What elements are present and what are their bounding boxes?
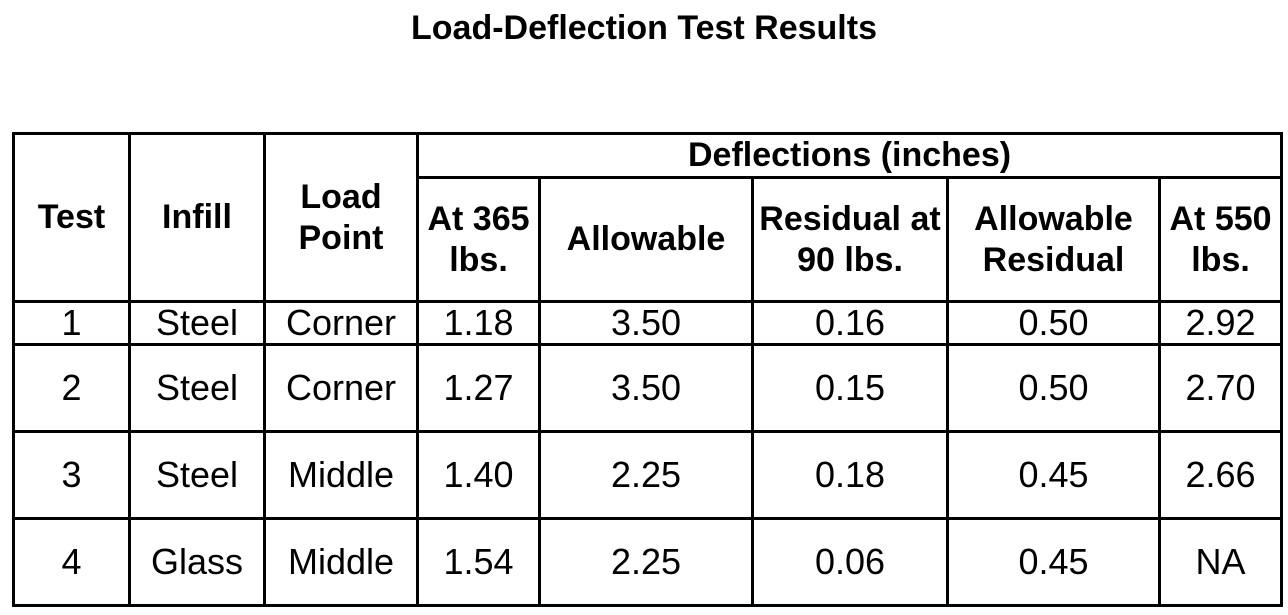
cell-at-550: 2.70 bbox=[1157, 343, 1284, 434]
cell-at-365: 1.40 bbox=[416, 430, 541, 521]
cell-allowable: 3.50 bbox=[538, 343, 754, 434]
cell-at-550: 2.66 bbox=[1157, 430, 1284, 521]
cell-at-550: NA bbox=[1157, 517, 1284, 607]
cell-load-point: Middle bbox=[263, 430, 419, 521]
results-table: Test Infill Load Point Deflections (inch… bbox=[12, 132, 1284, 607]
header-at-550: At 550 lbs. bbox=[1157, 176, 1284, 303]
cell-residual-90: 0.18 bbox=[751, 430, 949, 521]
cell-infill: Glass bbox=[128, 517, 266, 607]
cell-infill: Steel bbox=[128, 299, 266, 347]
cell-at-550: 2.92 bbox=[1157, 299, 1284, 347]
cell-load-point: Corner bbox=[263, 299, 419, 347]
header-infill: Infill bbox=[128, 132, 266, 303]
cell-load-point: Middle bbox=[263, 517, 419, 607]
header-row-sub: At 365 lbs. Allowable Residual at 90 lbs… bbox=[14, 176, 1284, 303]
cell-allowable: 2.25 bbox=[538, 517, 754, 607]
cell-allowable-residual: 0.50 bbox=[946, 343, 1161, 434]
header-row-top: Test Infill Load Point Deflections (inch… bbox=[12, 132, 1284, 303]
header-allowable-residual: Allowable Residual bbox=[946, 176, 1161, 303]
cell-allowable-residual: 0.50 bbox=[946, 299, 1161, 347]
cell-infill: Steel bbox=[128, 430, 266, 521]
cell-test: 3 bbox=[12, 430, 131, 521]
header-test: Test bbox=[12, 132, 131, 303]
table-row: 4 Glass Middle 1.54 2.25 0.06 0.45 NA bbox=[12, 517, 1284, 607]
cell-load-point: Corner bbox=[263, 343, 419, 434]
page-title: Load-Deflection Test Results bbox=[411, 9, 877, 47]
header-residual-90: Residual at 90 lbs. bbox=[751, 176, 949, 303]
cell-at-365: 1.27 bbox=[416, 343, 541, 434]
cell-test: 2 bbox=[12, 343, 131, 434]
cell-allowable-residual: 0.45 bbox=[946, 430, 1161, 521]
table-row: 3 Steel Middle 1.40 2.25 0.18 0.45 2.66 bbox=[12, 430, 1284, 521]
cell-residual-90: 0.16 bbox=[751, 299, 949, 347]
table-row: 1 Steel Corner 1.18 3.50 0.16 0.50 2.92 bbox=[12, 299, 1284, 347]
cell-test: 4 bbox=[12, 517, 131, 607]
cell-allowable: 2.25 bbox=[538, 430, 754, 521]
cell-infill: Steel bbox=[128, 343, 266, 434]
header-at-365: At 365 lbs. bbox=[416, 176, 541, 303]
table-row: 2 Steel Corner 1.27 3.50 0.15 0.50 2.70 bbox=[12, 343, 1284, 434]
cell-at-365: 1.54 bbox=[416, 517, 541, 607]
cell-residual-90: 0.15 bbox=[751, 343, 949, 434]
cell-test: 1 bbox=[12, 299, 131, 347]
cell-allowable-residual: 0.45 bbox=[946, 517, 1161, 607]
header-load-point: Load Point bbox=[263, 132, 419, 303]
header-allowable: Allowable bbox=[538, 176, 754, 303]
cell-at-365: 1.18 bbox=[416, 299, 541, 347]
cell-residual-90: 0.06 bbox=[751, 517, 949, 607]
header-deflections-group: Deflections (inches) bbox=[415, 132, 1284, 179]
cell-allowable: 3.50 bbox=[538, 299, 754, 347]
